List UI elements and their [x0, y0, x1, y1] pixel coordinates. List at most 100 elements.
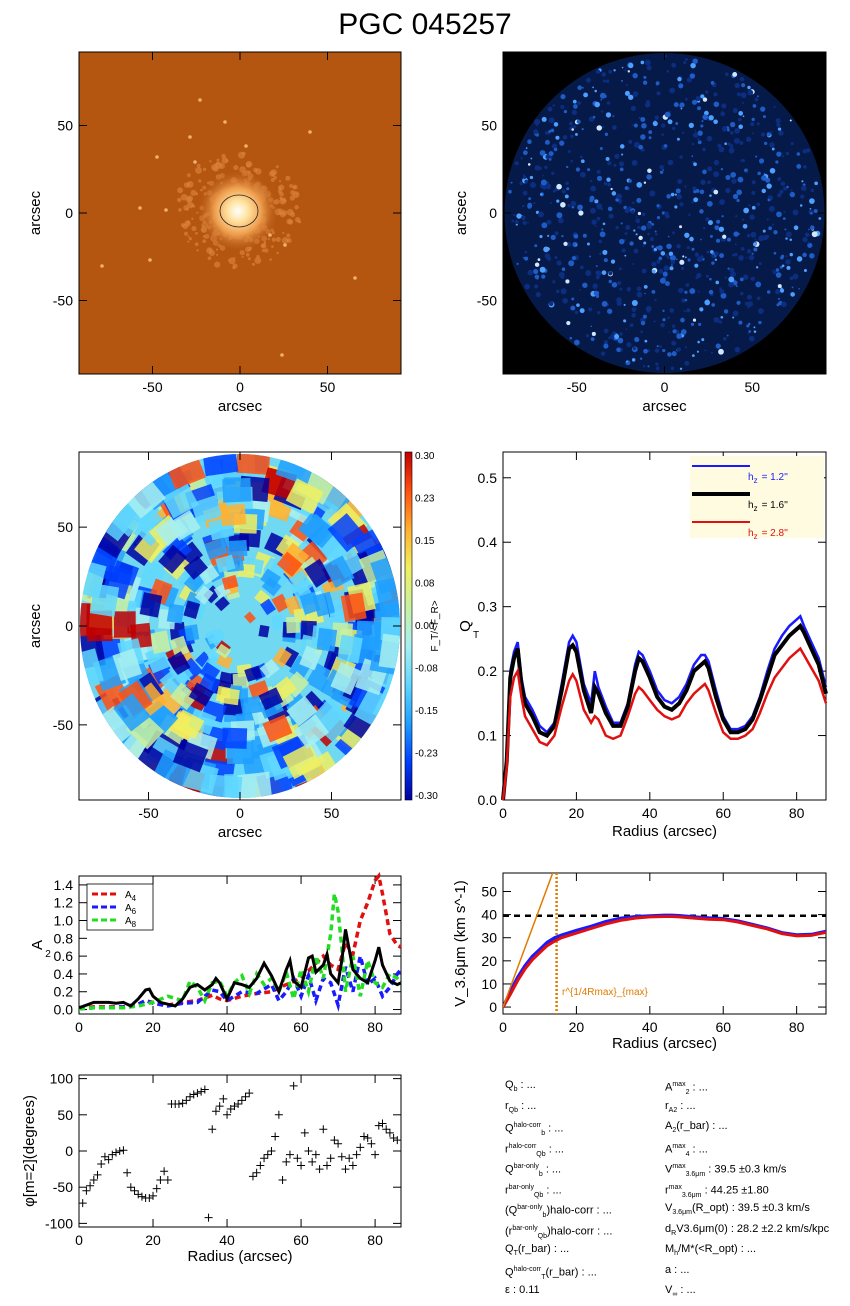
- residual-blob: [600, 351, 606, 356]
- residual-blob: [737, 176, 744, 183]
- residual-blob: [522, 220, 527, 226]
- residual-blob: [625, 84, 628, 87]
- residual-blob: [602, 222, 606, 226]
- residual-blob: [620, 222, 623, 225]
- residual-blob: [752, 104, 757, 108]
- residual-blob: [641, 123, 647, 129]
- info-value: : ...: [689, 1081, 708, 1094]
- phase-point: [393, 1136, 402, 1145]
- residual-blob: [552, 189, 556, 193]
- residual-blob: [733, 178, 737, 182]
- residual-blob: [625, 225, 631, 230]
- residual-blob: [792, 209, 799, 216]
- y-tick-label: -50: [53, 293, 73, 309]
- y-tick-label: 0: [489, 999, 497, 1015]
- residual-blob: [718, 146, 725, 153]
- info-sup: max: [672, 1081, 686, 1088]
- residual-blob: [651, 261, 657, 267]
- phase-point: [274, 1110, 283, 1119]
- residual-blob: [640, 227, 643, 230]
- emission-blob: [196, 249, 199, 252]
- force-cell: [139, 592, 163, 618]
- residual-blob: [629, 241, 634, 246]
- residual-blob: [631, 358, 636, 362]
- residual-blob: [796, 152, 801, 156]
- phase-point: [348, 1161, 357, 1170]
- residual-blob: [589, 195, 595, 201]
- force-cell: [172, 739, 209, 773]
- residual-blob: [608, 213, 614, 219]
- residual-blob: [785, 237, 788, 240]
- residual-blob: [764, 141, 768, 146]
- info-value: (r_bar) : ...: [517, 1243, 570, 1255]
- residual-blob: [655, 246, 659, 249]
- info-sub: 3.6μm: [681, 1191, 702, 1199]
- residual-blob: [713, 101, 720, 108]
- residual-blob: [623, 319, 627, 323]
- force-cell: [271, 593, 290, 613]
- residual-blob: [612, 115, 615, 118]
- residual-blob: [755, 155, 758, 158]
- residual-blob: [761, 175, 767, 181]
- residual-blob: [781, 301, 787, 308]
- residual-blob: [758, 262, 762, 266]
- phase-point: [378, 1119, 387, 1128]
- force-cell: [323, 555, 355, 589]
- phase-point: [115, 1147, 124, 1155]
- residual-blob: [713, 317, 720, 323]
- residual-blob: [677, 76, 682, 82]
- info-row: Qbar-onlyb : ...: [505, 1157, 612, 1178]
- emission-blob: [215, 248, 219, 251]
- force-cell: [261, 576, 282, 597]
- emission-blob: [180, 193, 188, 201]
- residual-blob: [533, 129, 539, 135]
- residual-blob: [623, 303, 626, 306]
- residual-blob: [765, 234, 770, 239]
- residual-blob: [727, 142, 731, 146]
- force-cell: [144, 646, 170, 674]
- residual-blob: [658, 256, 663, 261]
- force-cell: [243, 611, 256, 624]
- residual-blob: [625, 328, 628, 331]
- residual-blob: [607, 160, 612, 166]
- residual-blob: [699, 307, 704, 312]
- residual-blob: [675, 188, 681, 194]
- residual-blob: [536, 133, 539, 137]
- residual-blob: [594, 225, 597, 227]
- force-cell: [235, 454, 271, 475]
- residual-blob: [624, 186, 629, 190]
- residual-blob: [740, 92, 747, 99]
- phase-point: [130, 1186, 139, 1195]
- residual-blob: [710, 351, 713, 354]
- residual-blob: [646, 65, 652, 71]
- residual-blob: [700, 124, 704, 128]
- residual-blob: [522, 174, 525, 177]
- residual-blob: [750, 122, 755, 127]
- force-ratio-map-axes: -50 0 50 -50 0 50 arcsec arcsec: [27, 451, 402, 841]
- info-sub: A2: [668, 1106, 678, 1114]
- residual-blob: [561, 267, 566, 271]
- info-key: Q: [505, 1266, 514, 1279]
- residual-blob: [713, 119, 718, 125]
- residual-blob: [599, 252, 602, 256]
- residual-blob: [684, 58, 688, 61]
- phase-point: [174, 1099, 183, 1108]
- residual-blob: [599, 146, 603, 150]
- force-cell: [355, 620, 381, 651]
- residual-blob: [646, 309, 650, 313]
- residual-blob: [640, 117, 646, 122]
- y-tick-label: 0.4: [54, 966, 74, 982]
- residual-blob: [556, 183, 562, 190]
- force-cell: [276, 551, 303, 577]
- residual-blob: [775, 289, 781, 295]
- residual-blob: [640, 330, 643, 334]
- emission-blob: [215, 161, 220, 166]
- residual-blob: [707, 220, 713, 226]
- residual-blob: [747, 332, 750, 335]
- residual-blob: [534, 119, 541, 126]
- residual-blob: [752, 132, 754, 135]
- phase-point: [278, 1175, 287, 1184]
- residual-blob: [661, 123, 666, 128]
- force-cell: [288, 569, 314, 595]
- force-cell: [204, 537, 229, 560]
